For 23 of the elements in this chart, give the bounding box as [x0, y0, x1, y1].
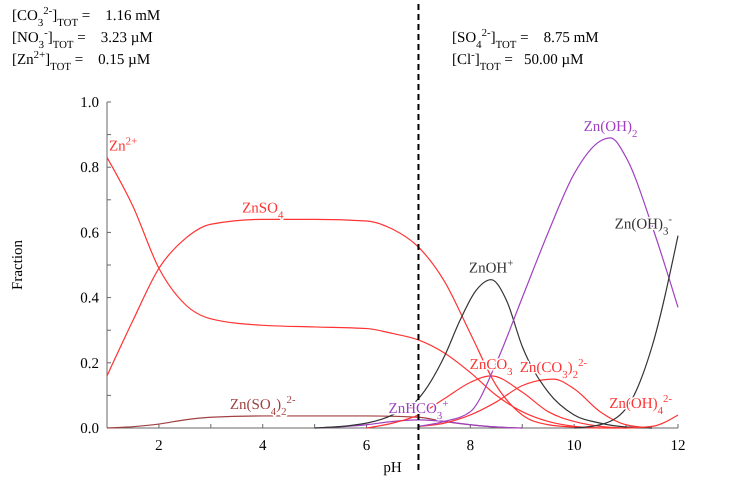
x-tick-label: 10	[566, 438, 582, 454]
y-tick-label: 1.0	[80, 95, 99, 111]
y-tick-label: 0.2	[80, 356, 99, 372]
x-tick-label: 12	[670, 438, 686, 454]
x-tick-label: 4	[258, 438, 267, 454]
text: [CO$_{3}$$^{2-}$]$_{TOT}$ = 1.16 mM	[12, 5, 160, 29]
x-tick-label: 8	[466, 438, 474, 454]
series-label: ZnOH$^{+}$	[468, 258, 514, 277]
x-tick-label: 6	[362, 438, 371, 454]
x-tick-label: 2	[155, 438, 163, 454]
text: [NO$_{3}$$^{-}$]$_{TOT}$ = 3.23 µM	[12, 27, 153, 51]
y-tick-label: 0.8	[80, 160, 99, 176]
text: [Cl$^{-}$]$_{TOT}$ = 50.00 µM	[452, 49, 584, 73]
series-label: ZnSO$_{4}$	[242, 200, 284, 222]
y-tick-label: 0.4	[80, 290, 100, 307]
series-label: Zn(OH)$_{2}$	[584, 118, 638, 140]
y-tick-label: 0.6	[80, 225, 100, 242]
text: [Zn$^{2+}$]$_{TOT}$ = 0.15 µM	[12, 49, 150, 73]
y-axis-title: Fraction	[10, 240, 26, 290]
series-label: Zn$^{2+}$	[109, 135, 138, 154]
text: [SO$_{4}$$^{2-}$]$_{TOT}$ = 8.75 mM	[452, 27, 599, 51]
y-tick-label: 0.0	[80, 421, 99, 437]
x-axis-title: pH	[383, 460, 402, 476]
